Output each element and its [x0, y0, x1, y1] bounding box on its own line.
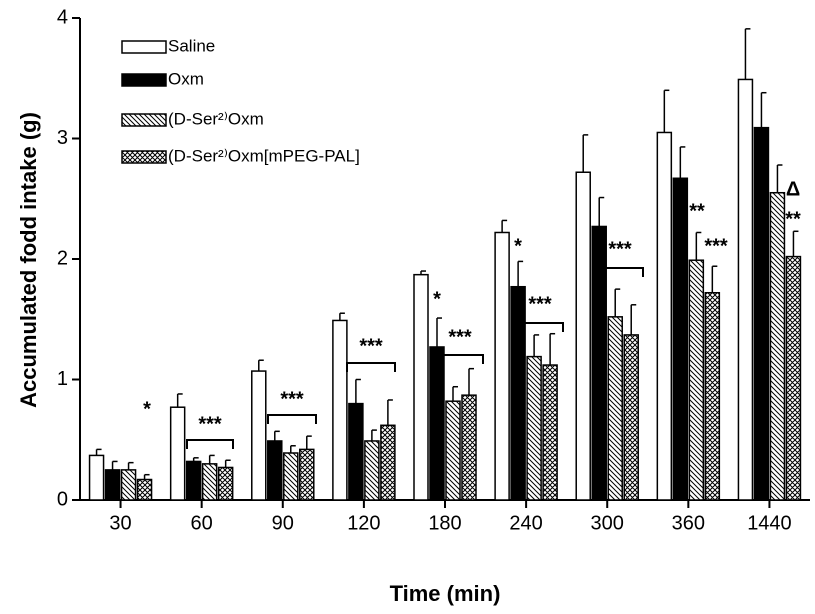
annotation: ** [785, 208, 801, 230]
annotation: *** [448, 326, 472, 348]
y-axis-label: Accumulated fodd intake (g) [16, 112, 41, 408]
bar [267, 440, 283, 501]
bar [136, 478, 153, 501]
bracket [515, 322, 564, 332]
x-tick-label: 300 [591, 512, 624, 534]
bar [332, 319, 348, 501]
y-tick-label: 0 [57, 488, 68, 510]
bracket [596, 267, 644, 277]
bar [413, 273, 429, 501]
bar [104, 469, 121, 501]
bar [688, 259, 705, 501]
bar [364, 440, 380, 501]
annotation: * [433, 288, 441, 310]
annotation: *** [280, 388, 304, 410]
bar [185, 460, 202, 501]
bar [283, 452, 299, 501]
legend-swatch [121, 73, 167, 87]
annotation: * [143, 398, 151, 420]
annotation: Δ [786, 178, 800, 200]
x-axis-label: Time (min) [390, 581, 501, 606]
y-tick-label: 3 [57, 127, 68, 149]
bar [704, 291, 721, 501]
annotation: *** [608, 238, 632, 260]
bar [656, 131, 673, 501]
bar [785, 255, 802, 501]
bar [753, 126, 770, 501]
x-tick-label: 90 [272, 512, 294, 534]
bar [348, 402, 364, 501]
bracket [186, 439, 234, 449]
x-tick-label: 30 [109, 512, 131, 534]
bar [607, 316, 623, 501]
legend-label: (D-Ser²⁾Oxm[mPEG-PAL] [168, 146, 360, 165]
annotation: ** [689, 200, 705, 222]
bar [769, 191, 786, 501]
x-tick-label: 60 [191, 512, 213, 534]
bar [299, 448, 315, 501]
bar [591, 225, 607, 501]
annotation: * [514, 235, 522, 257]
bar [251, 370, 267, 501]
bar [461, 394, 477, 501]
bar [542, 364, 558, 501]
bar [88, 454, 105, 501]
annotation: *** [359, 335, 383, 357]
bar [380, 424, 396, 501]
bracket [346, 362, 396, 372]
annotation: *** [198, 413, 222, 435]
bar [510, 285, 526, 501]
bar [201, 463, 218, 501]
legend-label: Saline [168, 36, 215, 55]
y-tick-label: 2 [57, 247, 68, 269]
x-tick-label: 180 [428, 512, 461, 534]
bar [575, 171, 591, 501]
bar [672, 177, 689, 501]
legend-swatch [121, 113, 167, 127]
y-tick-label: 1 [57, 368, 68, 390]
bar [169, 406, 186, 501]
bar [494, 231, 510, 501]
legend-swatch [121, 150, 167, 164]
bracket [267, 414, 317, 424]
bar [526, 355, 542, 501]
bar [445, 400, 461, 501]
y-tick-label: 4 [57, 6, 68, 28]
legend-label: Oxm [168, 69, 204, 88]
bar [623, 334, 639, 501]
x-tick-label: 240 [509, 512, 542, 534]
legend-label: (D-Ser²⁾Oxm [168, 109, 264, 128]
bar [217, 466, 234, 501]
bar [120, 469, 137, 501]
bracket [435, 354, 484, 364]
annotation: *** [528, 293, 552, 315]
annotation: *** [704, 235, 728, 257]
legend-swatch [121, 40, 167, 54]
x-tick-label: 360 [672, 512, 705, 534]
x-tick-label: 1440 [747, 512, 792, 534]
bar [429, 346, 445, 501]
bar [737, 78, 754, 501]
x-tick-label: 120 [347, 512, 380, 534]
